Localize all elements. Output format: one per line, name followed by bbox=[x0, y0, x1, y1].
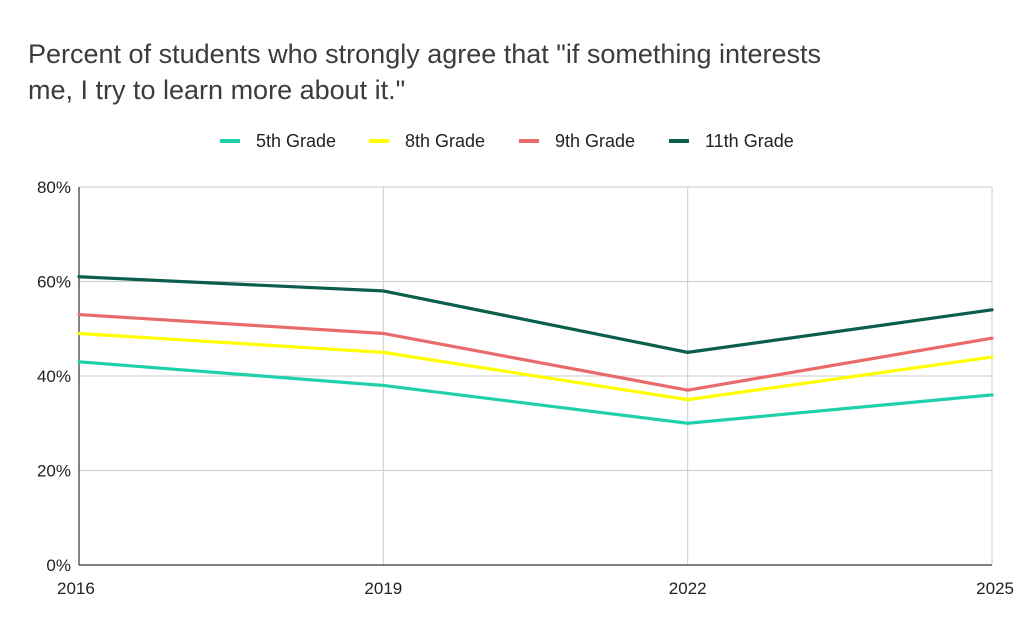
legend-label-11th-grade: 11th Grade bbox=[705, 130, 794, 151]
chart-title-line-2: me, I try to learn more about it." bbox=[28, 75, 406, 105]
series-line-5th-grade bbox=[77, 360, 994, 425]
legend-label-9th-grade: 9th Grade bbox=[555, 130, 636, 151]
legend-swatch-11th-grade bbox=[669, 139, 689, 143]
series-line-8th-grade bbox=[77, 331, 994, 402]
legend-item-11th-grade[interactable]: 11th Grade bbox=[669, 128, 794, 154]
y-tick-label: 20% bbox=[37, 462, 71, 481]
legend-item-9th-grade[interactable]: 9th Grade bbox=[519, 128, 635, 154]
chart-title-line-1: Percent of students who strongly agree t… bbox=[28, 39, 822, 69]
legend-swatch-8th-grade bbox=[369, 139, 389, 143]
series-line-9th-grade bbox=[77, 312, 994, 392]
legend-label-8th-grade: 8th Grade bbox=[405, 130, 486, 151]
legend-item-8th-grade[interactable]: 8th Grade bbox=[369, 128, 485, 154]
y-tick-label: 40% bbox=[37, 367, 71, 386]
chart-title: Percent of students who strongly agree t… bbox=[28, 36, 988, 108]
y-tick-label: 60% bbox=[37, 273, 71, 292]
x-tick-label: 2025 bbox=[976, 579, 1014, 598]
legend-swatch-9th-grade bbox=[519, 139, 539, 143]
legend-swatch-5th-grade bbox=[220, 139, 240, 143]
y-tick-label: 0% bbox=[46, 556, 71, 575]
x-tick-label: 2019 bbox=[364, 579, 402, 598]
x-tick-label: 2022 bbox=[669, 579, 707, 598]
series-line-11th-grade bbox=[77, 275, 994, 354]
y-tick-label: 80% bbox=[37, 178, 71, 197]
legend-label-5th-grade: 5th Grade bbox=[256, 130, 337, 151]
x-tick-label: 2016 bbox=[57, 579, 95, 598]
legend-item-5th-grade[interactable]: 5th Grade bbox=[220, 128, 336, 154]
chart-legend: 5th Grade 8th Grade 9th Grade 11th Grade bbox=[0, 128, 1024, 154]
